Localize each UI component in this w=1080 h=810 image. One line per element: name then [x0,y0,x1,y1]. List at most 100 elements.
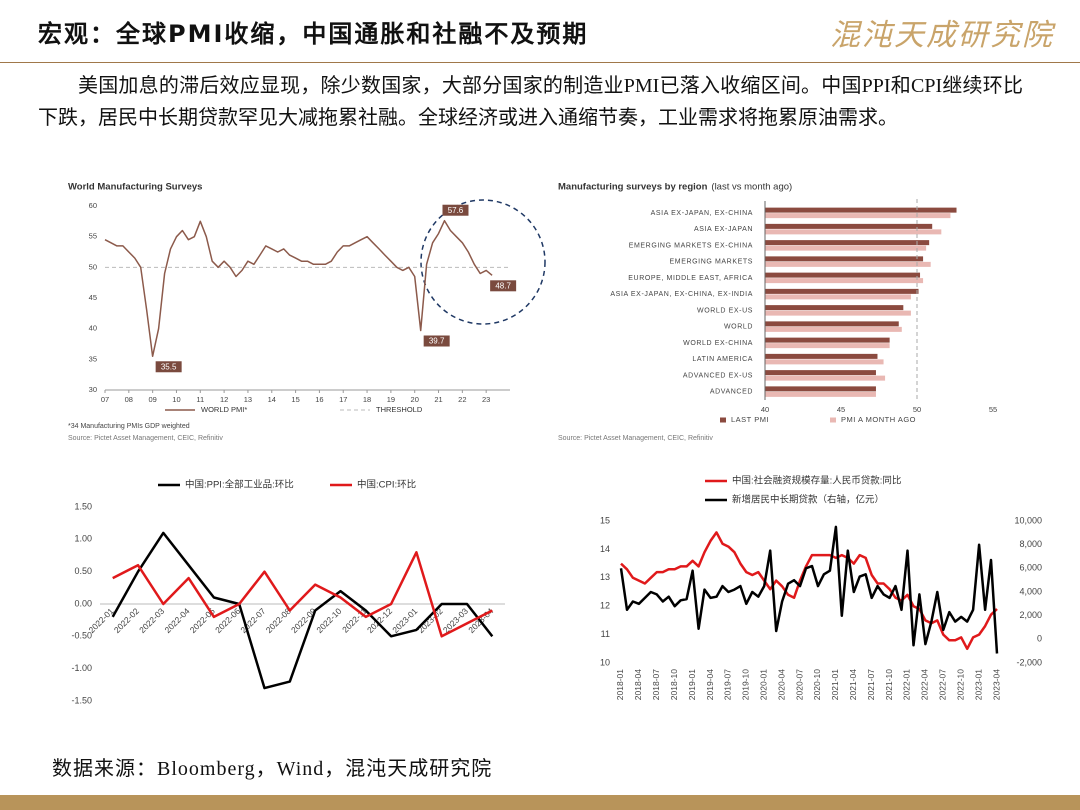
x-tick-label: 2022-07 [238,606,267,635]
x-tick-label: 07 [101,395,109,404]
bar [765,386,876,392]
legend-label: 中国:CPI:环比 [357,479,416,491]
footer-source: 数据来源：Bloomberg，Wind，混沌天成研究院 [52,758,493,780]
x-tick-label: 2022-03 [137,606,166,635]
bar [765,326,902,332]
x-tick-label: 15 [291,395,299,404]
x-tick-label: 2018-04 [633,669,643,700]
y-tick-label: 35 [89,354,97,363]
chart-source: Source: Pictet Asset Management, CEIC, R… [558,435,713,442]
x-tick-label: 18 [363,395,371,404]
x-tick-label: 09 [148,395,156,404]
bar [765,359,884,365]
y-tick-label: WORLD [724,324,753,331]
x-tick-label: 11 [196,395,204,404]
series-line [620,531,998,651]
x-tick-label: 2022-10 [314,606,343,635]
header-rule [0,62,1080,63]
bar [765,294,911,300]
y-tick-label: -1.50 [71,695,92,705]
x-tick-label: 17 [339,395,347,404]
bar [765,353,878,359]
series-line [111,531,494,690]
y-tick-label: EMERGING MARKETS [670,259,754,266]
x-tick-label: 2023-01 [973,669,983,700]
y-tick-label: 10 [600,657,610,667]
x-tick-label: 2021-04 [848,669,858,700]
bar [765,213,951,219]
y-tick-label: 40 [89,324,97,333]
x-tick-label: 2019-04 [705,669,715,700]
legend-label: PMI A MONTH AGO [841,415,916,424]
charts: 30 35 40 45 50 55 60 07 08 09 10 11 12 13 14 15 16 17 18 19… [68,182,1042,706]
series-line [619,525,999,654]
x-tick-label: 2023-03 [441,606,470,635]
chart-title: Manufacturing surveys by region [558,182,708,193]
y-tick-label: ASIA EX-JAPAN, EX-CHINA, EX-INDIA [610,291,753,298]
bar [765,256,924,262]
x-tick-label: 2018-10 [669,669,679,700]
x-tick-label: 13 [244,395,252,404]
x-tick-label: 12 [220,395,228,404]
bar [765,337,890,343]
chart-note: *34 Manufacturing PMIs GDP weighted [68,423,190,430]
bar [765,310,911,316]
x-tick-label: 2019-10 [741,669,751,700]
y-tick-label: 11 [601,629,610,639]
bar [765,245,927,251]
x-tick-label: 10 [172,395,180,404]
legend-label: THRESHOLD [376,405,423,414]
y2-tick-label: 4,000 [1019,586,1042,596]
chart-title: World Manufacturing Surveys [68,182,202,193]
x-tick-label: 55 [989,405,997,414]
bar [765,272,921,278]
y-tick-label: -0.50 [71,631,92,641]
y2-tick-label: 6,000 [1019,563,1042,573]
x-tick-label: 2018-07 [651,669,661,700]
x-tick-label: 16 [315,395,323,404]
y-tick-label: ADVANCED [710,389,753,396]
annotation-box [423,335,450,347]
legend-label: 中国:社会融资规模存量:人民币贷款:同比 [732,475,901,487]
y2-tick-label: -2,000 [1016,657,1042,667]
y2-tick-label: 0 [1037,634,1042,644]
y-tick-label: 12 [600,601,610,611]
bar [765,370,876,376]
x-tick-label: 2022-01 [87,606,116,635]
y-tick-label: -1.00 [71,663,92,673]
y-tick-label: WORLD EX-CHINA [683,340,753,347]
bar [765,343,890,349]
y-tick-label: LATIN AMERICA [692,356,753,363]
y-tick-label: 55 [89,232,97,241]
y-tick-label: 1.50 [74,501,92,511]
legend-label: 新增居民中长期贷款（右轴，亿元） [732,494,884,506]
x-tick-label: 2019-01 [687,669,697,700]
bar [765,321,899,327]
series-line [112,551,493,638]
logo: 混沌天成研究院 [830,18,1054,53]
x-tick-label: 40 [761,405,769,414]
y-tick-label: 0.00 [74,598,92,608]
y-tick-label: 50 [89,262,97,271]
bar [765,278,924,284]
bar [765,223,933,229]
x-tick-label: 23 [482,395,490,404]
x-tick-label: 2022-07 [938,669,948,700]
annotation-box [155,361,182,373]
legend-swatch [720,417,726,423]
annotation-label: 48.7 [495,281,511,290]
y-tick-label: 13 [600,572,610,582]
annotation-label: 39.7 [429,337,445,346]
x-tick-label: 2020-07 [794,669,804,700]
annotation-label: 35.5 [161,362,177,371]
annotation-box [442,204,469,216]
y-tick-label: ADVANCED EX-US [683,372,753,379]
x-tick-label: 50 [913,405,921,414]
legend-label: LAST PMI [731,415,769,424]
annotation-box [490,280,517,292]
y-tick-label: 1.00 [74,534,92,544]
y-tick-label: 0.50 [74,566,92,576]
slide-title: 宏观：全球PMI收缩，中国通胀和社融不及预期 [38,20,589,48]
chart-source: Source: Pictet Asset Management, CEIC, R… [68,435,223,442]
